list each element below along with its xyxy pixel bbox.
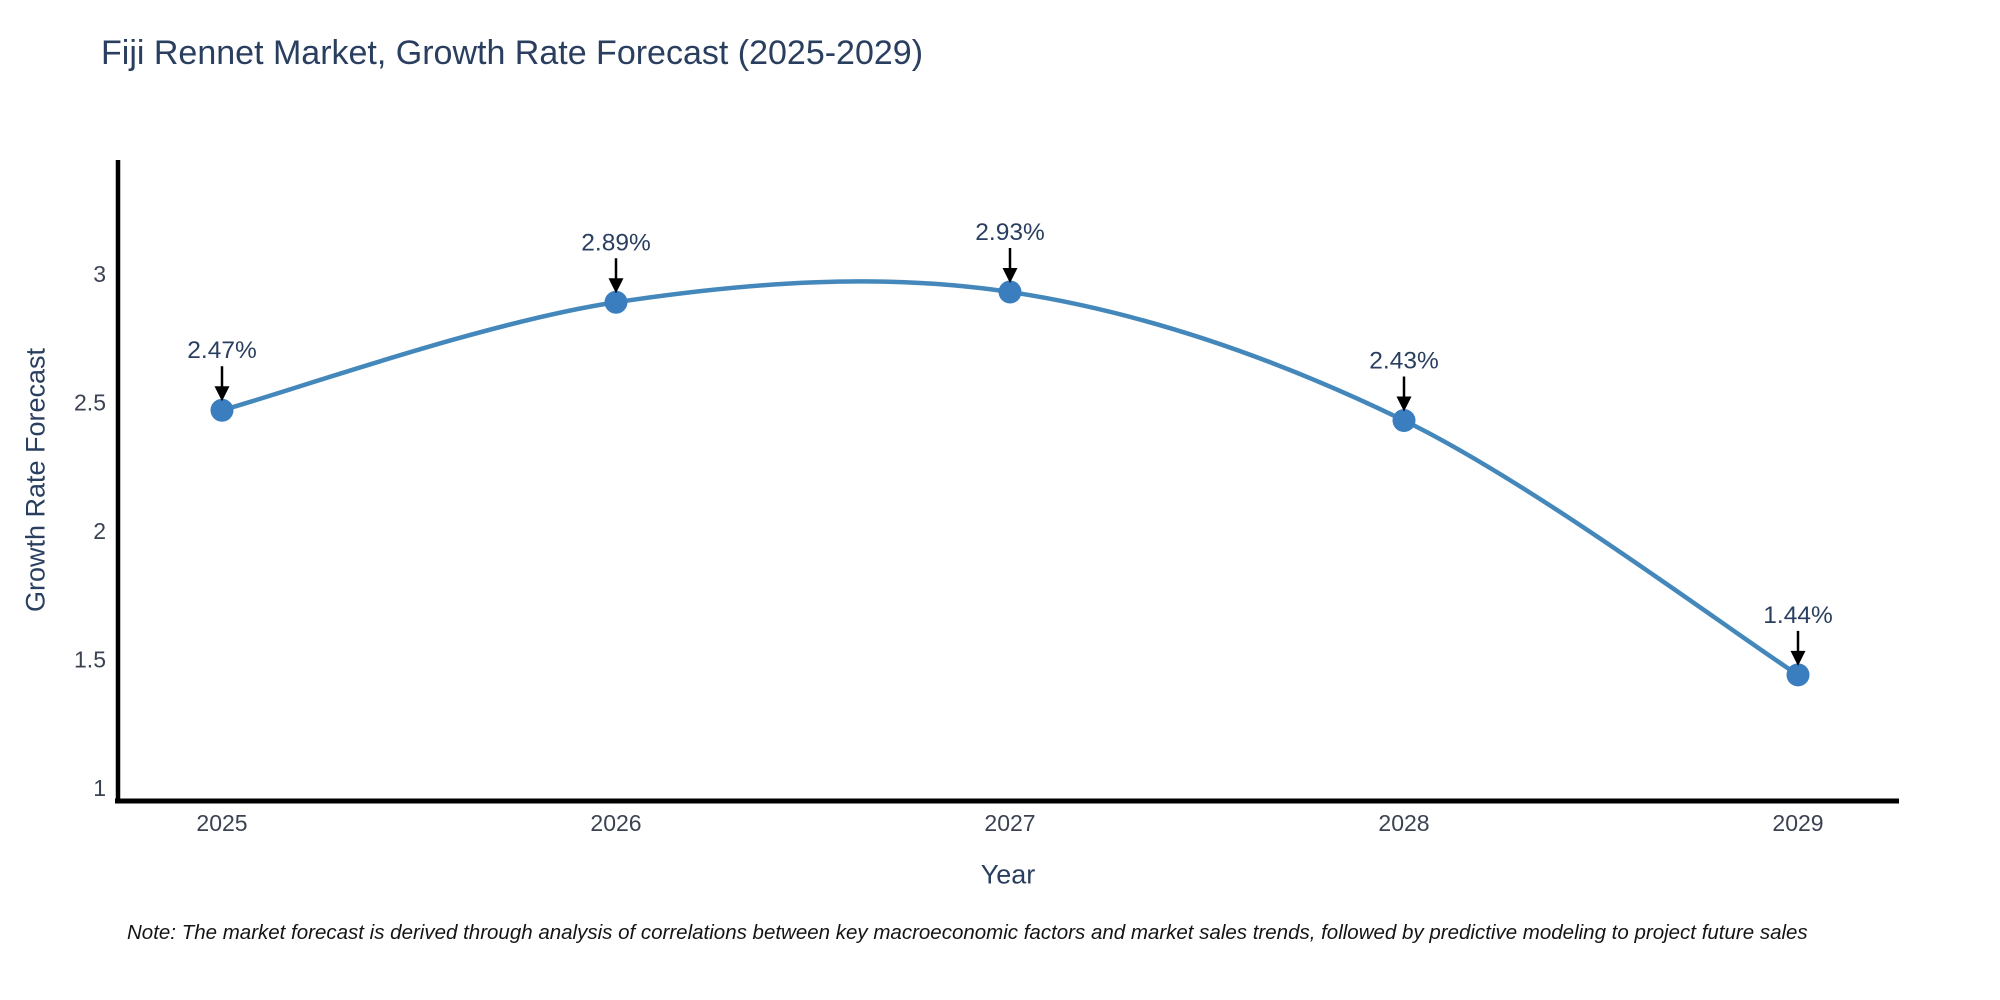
data-point-marker	[210, 398, 234, 422]
x-tick-label: 2028	[1378, 810, 1429, 836]
annotation-arrowhead-icon	[1002, 267, 1018, 283]
data-point-label: 1.44%	[1763, 602, 1832, 629]
data-point-label: 2.89%	[581, 229, 650, 256]
y-tick-label: 2	[93, 518, 106, 544]
chart-title: Fiji Rennet Market, Growth Rate Forecast…	[101, 34, 924, 72]
x-tick-label: 2025	[196, 810, 247, 836]
data-point-label: 2.43%	[1369, 347, 1438, 374]
data-point-label: 2.93%	[975, 219, 1044, 246]
annotation-arrowhead-icon	[1790, 650, 1806, 666]
data-point-marker	[1392, 408, 1416, 432]
y-tick-label: 1	[93, 775, 106, 801]
forecast-line	[219, 279, 1801, 678]
annotation-arrowhead-icon	[214, 386, 230, 402]
data-point-marker	[1786, 663, 1810, 687]
y-tick-label: 2.5	[74, 390, 106, 416]
x-tick-label: 2026	[590, 810, 641, 836]
annotation-arrowhead-icon	[608, 278, 624, 294]
x-tick-label: 2029	[1772, 810, 1823, 836]
x-axis-title: Year	[980, 859, 1036, 890]
data-point-label: 2.47%	[187, 337, 256, 364]
data-point-marker	[998, 280, 1022, 304]
x-tick-label: 2027	[984, 810, 1035, 836]
annotation-arrowhead-icon	[1396, 396, 1412, 412]
data-point-marker	[604, 290, 628, 314]
y-tick-label: 3	[93, 261, 106, 287]
y-tick-label: 1.5	[74, 647, 106, 673]
chart-note: Note: The market forecast is derived thr…	[127, 921, 1808, 944]
